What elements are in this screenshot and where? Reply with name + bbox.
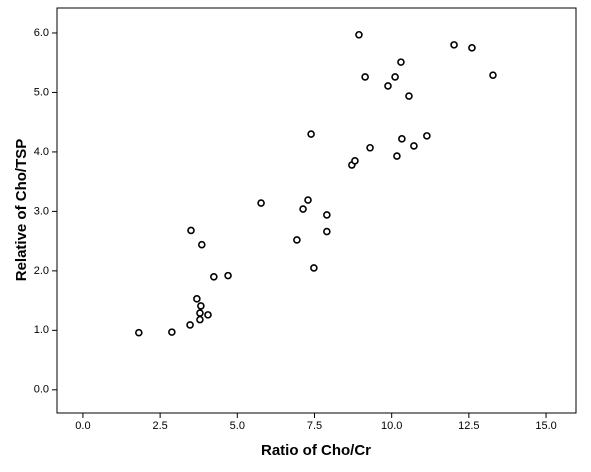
point bbox=[423, 132, 431, 140]
point bbox=[450, 41, 458, 49]
point bbox=[351, 157, 359, 165]
plot-frame bbox=[56, 7, 577, 414]
point bbox=[384, 82, 392, 90]
point bbox=[197, 302, 205, 310]
point bbox=[405, 92, 413, 100]
x-tick-label: 7.5 bbox=[307, 420, 322, 432]
point bbox=[299, 205, 307, 213]
y-tick-label: 3.0 bbox=[34, 205, 49, 217]
point bbox=[135, 328, 143, 337]
x-tick-label: 10.0 bbox=[381, 420, 402, 432]
point bbox=[323, 227, 331, 236]
point bbox=[196, 315, 204, 324]
point bbox=[204, 311, 212, 319]
point bbox=[186, 321, 194, 329]
point bbox=[355, 30, 363, 39]
point bbox=[210, 273, 218, 281]
point bbox=[168, 328, 176, 336]
point bbox=[323, 211, 331, 219]
point bbox=[193, 295, 201, 303]
y-tick-label: 6.0 bbox=[34, 27, 49, 39]
x-axis-title: Ratio of Cho/Cr bbox=[261, 442, 371, 459]
y-axis-title: Relative of Cho/TSP bbox=[13, 139, 30, 282]
point bbox=[187, 226, 195, 235]
point bbox=[224, 271, 232, 280]
x-tick-label: 0.0 bbox=[75, 420, 90, 432]
point bbox=[307, 130, 315, 138]
y-tick-label: 2.0 bbox=[34, 265, 49, 277]
y-tick-label: 4.0 bbox=[34, 146, 49, 158]
point bbox=[257, 199, 265, 207]
x-tick-label: 2.5 bbox=[152, 420, 167, 432]
point bbox=[398, 135, 406, 143]
y-tick-label: 1.0 bbox=[34, 324, 49, 336]
y-tick-label: 0.0 bbox=[34, 384, 49, 396]
point bbox=[310, 264, 318, 272]
x-tick-label: 15.0 bbox=[535, 420, 556, 432]
point bbox=[198, 240, 206, 249]
point bbox=[391, 73, 399, 81]
point bbox=[393, 152, 401, 160]
x-tick-label: 5.0 bbox=[230, 420, 245, 432]
y-tick-label: 5.0 bbox=[34, 86, 49, 98]
point bbox=[366, 143, 374, 152]
point bbox=[468, 44, 476, 52]
point bbox=[293, 236, 301, 244]
point bbox=[410, 142, 418, 150]
point bbox=[196, 309, 204, 317]
point bbox=[304, 196, 312, 204]
point bbox=[489, 71, 497, 80]
point bbox=[361, 73, 369, 81]
x-tick-label: 12.5 bbox=[458, 420, 479, 432]
point bbox=[397, 58, 405, 66]
